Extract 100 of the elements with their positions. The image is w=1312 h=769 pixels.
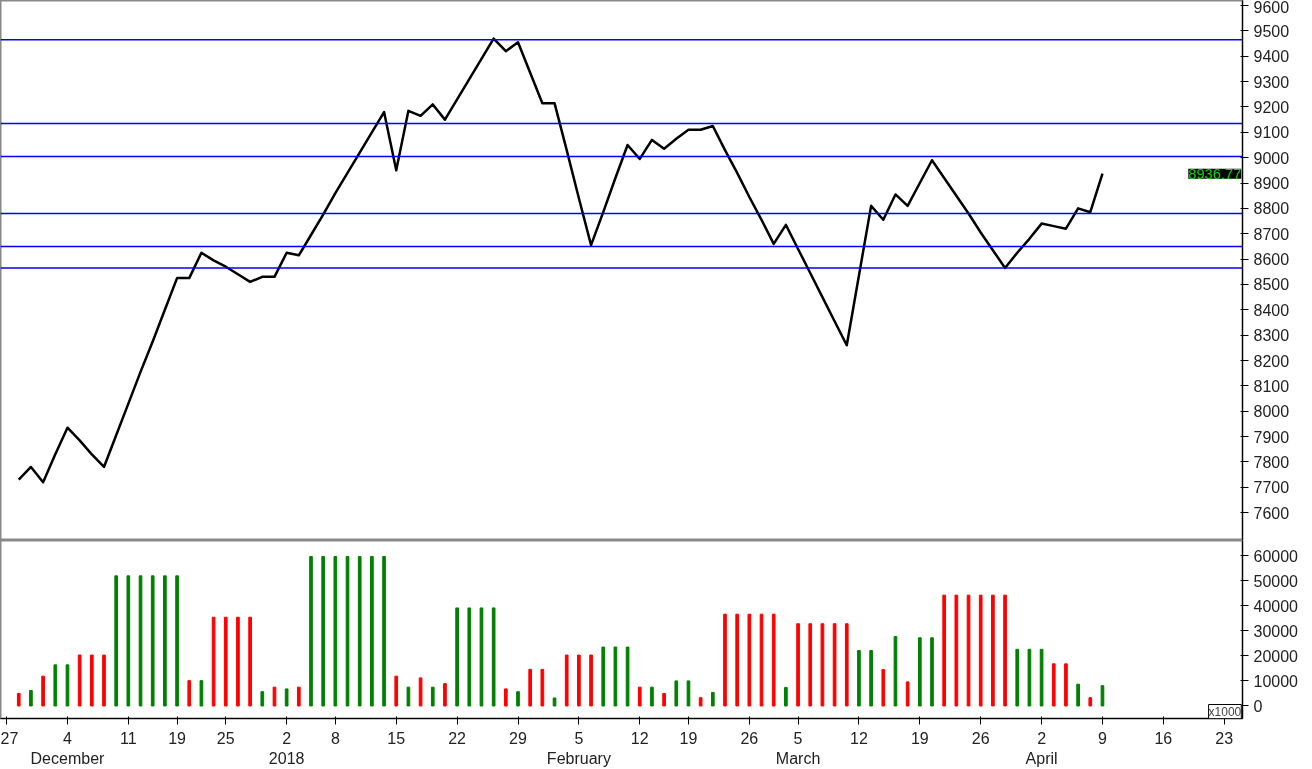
bar [869,650,873,707]
y-tick-label: 8500 [1253,276,1290,294]
y-tick-label: 8000 [1253,403,1290,421]
x-tick-label: 5 March [775,729,821,767]
bar [698,697,703,707]
bar [406,686,411,707]
bar [248,616,252,707]
bar [1027,648,1032,707]
bar [564,654,569,707]
x-tick-label: 12 [850,729,868,747]
y-tick-label: 10000 [1253,672,1299,690]
x-tick-label: 23 [1215,729,1234,747]
bar [917,637,922,707]
bar [236,616,240,707]
bar [759,613,764,707]
bar [710,691,715,707]
x-tick-label: 27 [0,729,19,747]
x-tick-label: 26 [740,729,759,747]
bar [881,669,886,707]
bar [589,654,593,707]
bar [577,654,581,707]
y-tick-label: 7700 [1253,479,1290,497]
bar [991,594,995,707]
bar [905,681,910,707]
y-tick-label: 9600 [1253,0,1290,16]
bar [53,664,58,707]
bar [784,686,788,707]
bar [844,623,849,707]
bar [637,686,642,707]
x-tick-label: 29 [509,729,527,747]
bar [1064,663,1068,707]
x-tick-label: 5 February [546,729,611,767]
y-tick-label: 20000 [1253,647,1299,665]
bar [223,616,228,707]
bar [820,623,825,707]
bar [1100,685,1105,707]
bar [1003,594,1007,707]
bar [382,556,386,707]
bar [516,691,520,707]
bar [199,680,204,707]
bar [455,607,459,707]
bar [138,575,143,707]
x-tick-label: 19 [910,729,929,747]
bar [1051,663,1056,707]
bar [467,607,472,707]
bar [65,664,70,707]
y-tick-label: 60000 [1253,547,1299,565]
y-tick-label: 9500 [1253,22,1290,40]
bar [686,680,691,707]
x-tick-label: 2 April [1025,729,1058,767]
y-tick-label: 7600 [1253,504,1290,522]
y-tick-label: 9300 [1253,73,1290,91]
bar [966,594,971,707]
bar [29,689,33,707]
bar [796,623,800,707]
y-tick-label: 9100 [1253,124,1290,142]
bar [284,688,289,707]
bar [735,613,740,707]
bar [978,594,983,707]
annotation: 8936.77 [1188,165,1242,182]
x-tick-label: 2 2018 [268,729,305,767]
bar [954,594,959,707]
bar [528,668,533,707]
y-tick-label: 9000 [1253,149,1290,167]
bar [187,680,192,707]
y-tick-label: 8200 [1253,352,1290,370]
x-tick-label: 19 [168,729,187,747]
bar [345,556,350,707]
bar [357,556,362,707]
bar [1076,683,1080,707]
bar [930,637,934,707]
y-tick-label: 8100 [1253,377,1290,395]
bar [747,613,752,707]
x-tick-label: 19 [679,729,698,747]
bar [150,575,155,707]
bar [1039,648,1044,707]
bar [272,686,277,707]
bar [832,623,837,707]
bar [540,668,545,707]
bar [114,575,119,707]
bar [1088,697,1093,707]
bar [503,688,508,707]
bar [771,613,776,707]
annotation: x1000 [1208,704,1242,719]
bar [102,654,106,707]
bar [625,646,630,707]
bar [370,556,374,707]
bar [1015,648,1020,707]
bar [309,556,313,707]
bar [674,680,679,707]
bar [333,556,338,707]
bar [552,697,557,707]
bar [808,623,813,707]
y-tick-label: 8600 [1253,251,1290,269]
y-tick-label: 8900 [1253,175,1290,193]
y-tick-label: 40000 [1253,597,1299,615]
x-tick-label: 4 December [30,729,106,767]
bar [857,650,861,707]
x-tick-label: 12 [630,729,649,747]
y-tick-label: 8400 [1253,301,1290,319]
